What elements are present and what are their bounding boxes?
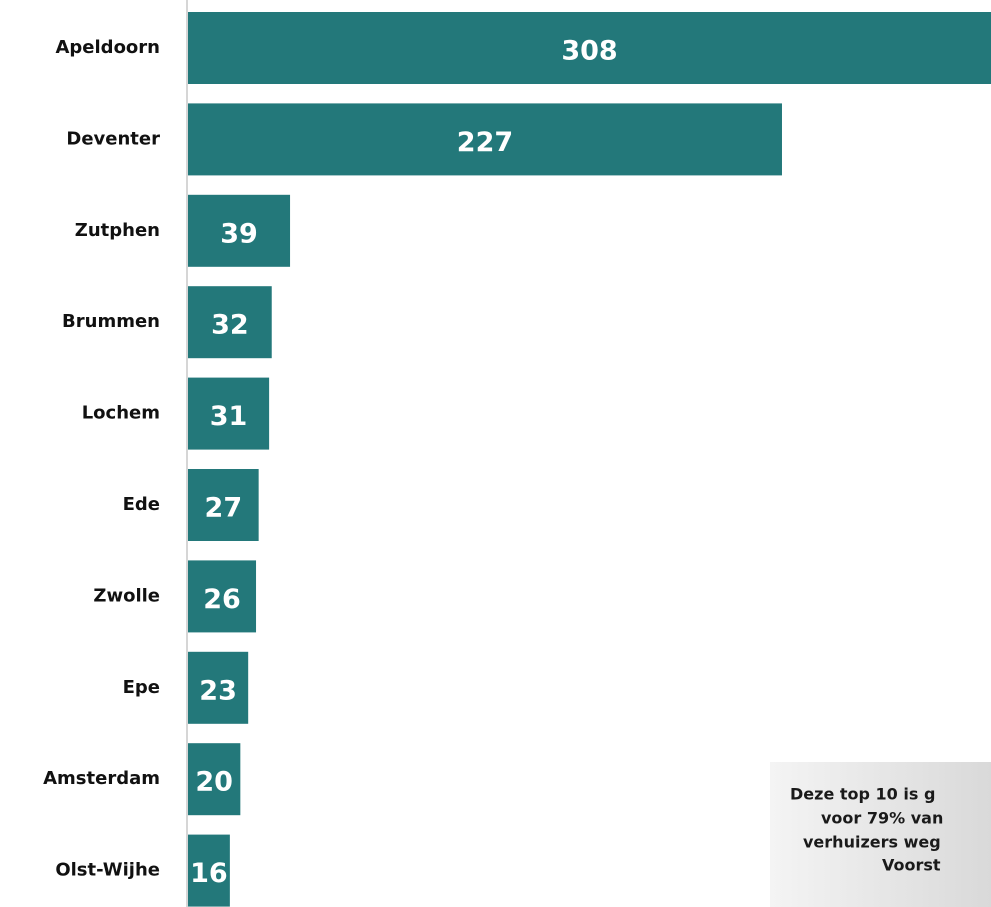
category-label: Deventer xyxy=(66,128,160,149)
annotation-line: Voorst xyxy=(882,856,941,875)
value-label: 23 xyxy=(199,675,237,706)
value-label: 308 xyxy=(561,36,617,67)
category-label: Ede xyxy=(123,494,160,515)
category-label: Olst-Wijhe xyxy=(55,860,160,881)
bar xyxy=(188,743,241,816)
category-label: Epe xyxy=(123,677,160,698)
value-label: 39 xyxy=(220,218,258,249)
annotation-line: verhuizers weg xyxy=(803,833,941,852)
value-label: 31 xyxy=(210,401,248,432)
bar xyxy=(188,12,991,84)
bar xyxy=(188,286,272,359)
annotation-box xyxy=(770,762,991,907)
value-label: 227 xyxy=(457,127,513,158)
category-label: Lochem xyxy=(82,403,160,424)
bar xyxy=(188,377,270,450)
bar xyxy=(188,469,259,541)
bar xyxy=(188,834,230,907)
bar xyxy=(188,651,249,724)
category-label: Zwolle xyxy=(93,585,160,606)
category-label: Apeldoorn xyxy=(55,37,160,58)
bar xyxy=(188,103,782,176)
annotation-line: Deze top 10 is g xyxy=(790,785,935,804)
bar xyxy=(188,194,291,267)
value-label: 32 xyxy=(211,310,249,341)
annotation-line: voor 79% van xyxy=(821,809,943,828)
category-label: Amsterdam xyxy=(43,768,160,789)
value-label: 27 xyxy=(205,493,243,524)
category-label: Zutphen xyxy=(75,220,160,241)
bar xyxy=(188,560,257,633)
value-label: 16 xyxy=(190,858,228,889)
value-label: 20 xyxy=(195,767,233,798)
value-label: 26 xyxy=(203,584,241,615)
category-label: Brummen xyxy=(62,311,160,332)
